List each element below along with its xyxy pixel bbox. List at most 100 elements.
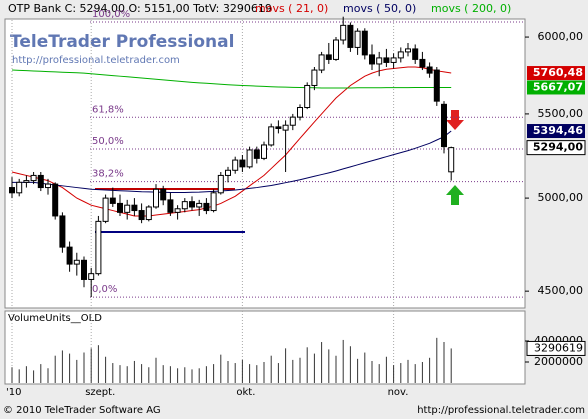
value-label: 5667,07 bbox=[533, 80, 583, 93]
value-box bbox=[527, 66, 585, 81]
legend-entry: movs ( 21, 0) bbox=[255, 2, 328, 15]
x-tick-label: szept. bbox=[85, 387, 115, 398]
fib-label: 0,0% bbox=[92, 284, 117, 295]
candle-body bbox=[66, 246, 73, 265]
candle-body bbox=[369, 54, 375, 65]
candle-body bbox=[45, 183, 51, 189]
value-label: 5394,46 bbox=[533, 124, 583, 137]
candle-body bbox=[441, 103, 447, 148]
watermark: TeleTrader Professional bbox=[10, 32, 234, 52]
volume-title: VolumeUnits__OLD bbox=[8, 313, 102, 324]
watermark-url: http://professional.teletrader.com bbox=[12, 55, 180, 66]
candle-body bbox=[311, 69, 318, 86]
candle-body bbox=[117, 202, 123, 213]
y-tick-label: 5000,00 bbox=[538, 191, 584, 204]
candle-body bbox=[153, 188, 159, 208]
fib-label: 61,8% bbox=[92, 104, 124, 115]
candle-body bbox=[88, 273, 95, 280]
candle-body bbox=[131, 204, 138, 212]
candle-body bbox=[102, 197, 109, 222]
candle-body bbox=[412, 48, 419, 60]
value-label: 5294,00 bbox=[533, 141, 583, 154]
candle-body bbox=[225, 169, 231, 176]
candle-body bbox=[433, 69, 440, 102]
candle-body bbox=[37, 174, 44, 189]
value-label: 3290619 bbox=[534, 341, 583, 354]
legend-entry: movs ( 200, 0) bbox=[431, 2, 511, 15]
candle-body bbox=[81, 259, 87, 280]
candle-body bbox=[390, 57, 397, 63]
value-box bbox=[526, 140, 586, 156]
candle-body bbox=[30, 174, 37, 182]
candle-body bbox=[253, 149, 260, 159]
x-tick-label: okt. bbox=[236, 387, 255, 398]
candle-body bbox=[376, 57, 383, 65]
x-tick-label: '10 bbox=[6, 387, 21, 398]
ma-line bbox=[11, 66, 452, 217]
price-panel bbox=[4, 18, 526, 309]
candle-body bbox=[289, 116, 296, 126]
candle-body bbox=[325, 54, 332, 60]
chart-title: OTP Bank C: 5294,00 O: 5151,00 TotV: 329… bbox=[8, 2, 272, 15]
candle-body bbox=[268, 126, 275, 146]
value-box bbox=[527, 124, 585, 139]
y-tick-label: 2000000 bbox=[534, 355, 583, 368]
candle-body bbox=[210, 192, 217, 212]
candle-body bbox=[9, 187, 15, 194]
candle-body bbox=[95, 220, 102, 275]
candle-body bbox=[181, 201, 188, 210]
candle-body bbox=[174, 208, 181, 213]
candle-body bbox=[160, 188, 167, 201]
candle-body bbox=[239, 159, 246, 168]
footer: © 2010 TeleTrader Software AG bbox=[3, 405, 161, 416]
fib-label: 50,0% bbox=[92, 136, 124, 147]
x-tick-label: nov. bbox=[388, 387, 409, 398]
candle-body bbox=[275, 126, 282, 129]
arrow-down bbox=[446, 110, 464, 130]
candle-body bbox=[23, 180, 30, 183]
candle-body bbox=[448, 147, 455, 173]
candle-body bbox=[196, 202, 203, 208]
candle-body bbox=[217, 174, 224, 194]
candle-body bbox=[138, 210, 145, 221]
candle-body bbox=[124, 204, 131, 213]
candle-body bbox=[261, 144, 267, 159]
candle-body bbox=[383, 57, 390, 63]
y-tick-label: 4500,00 bbox=[538, 284, 584, 297]
candle-body bbox=[52, 183, 59, 217]
candle-body bbox=[297, 107, 303, 118]
candle-body bbox=[109, 197, 116, 204]
candle-body bbox=[73, 259, 80, 265]
candle-body bbox=[167, 199, 174, 213]
ma-line bbox=[11, 69, 452, 89]
fib-label: 100,0% bbox=[92, 9, 130, 20]
candle-body bbox=[361, 30, 368, 56]
candle-body bbox=[16, 181, 23, 194]
candle-body bbox=[59, 215, 66, 248]
candle-body bbox=[405, 48, 411, 53]
candle-body bbox=[354, 30, 361, 48]
y-tick-label: 6000,00 bbox=[538, 30, 584, 43]
candle-body bbox=[189, 201, 195, 208]
candle-body bbox=[426, 66, 433, 74]
fib-label: 38,2% bbox=[92, 169, 124, 180]
candle-body bbox=[145, 206, 152, 221]
candle-body bbox=[340, 24, 347, 41]
candle-body bbox=[304, 84, 311, 109]
arrow-up bbox=[446, 185, 464, 205]
candle-body bbox=[318, 54, 325, 71]
candle-body bbox=[282, 124, 289, 131]
candle-body bbox=[419, 58, 426, 68]
legend-entry: movs ( 50, 0) bbox=[343, 2, 416, 15]
value-box bbox=[527, 80, 585, 95]
candle-body bbox=[246, 149, 253, 168]
value-label: 5760,48 bbox=[533, 66, 583, 79]
footer-url: http://professional.teletrader.com bbox=[417, 405, 585, 416]
candle-body bbox=[333, 39, 339, 60]
candle-body bbox=[203, 202, 210, 212]
y-tick-label: 5500,00 bbox=[538, 107, 584, 120]
ma-line bbox=[12, 130, 452, 193]
candle-body bbox=[397, 51, 404, 59]
candle-body bbox=[232, 159, 239, 171]
